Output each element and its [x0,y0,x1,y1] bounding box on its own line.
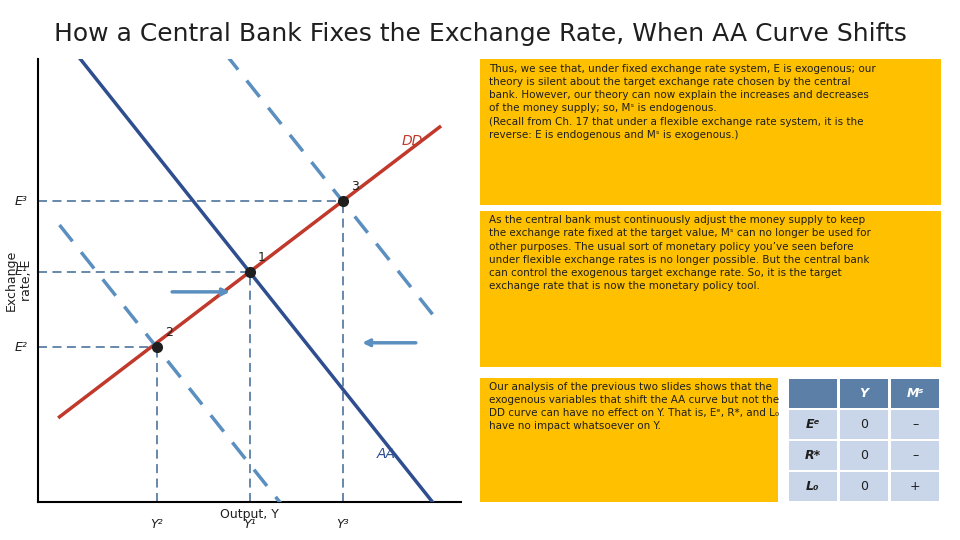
Text: 1: 1 [258,251,266,264]
Text: 3: 3 [351,180,359,193]
Bar [840,379,888,408]
Text: Y²: Y² [151,518,163,531]
Text: –: – [912,449,919,462]
Bar [891,441,939,470]
X-axis label: Output, Y: Output, Y [220,508,279,521]
Text: E³: E³ [15,194,28,207]
Text: As the central bank must continuously adjust the money supply to keep
the exchan: As the central bank must continuously ad… [490,215,871,291]
Text: How a Central Bank Fixes the Exchange Rate, When AA Curve Shifts: How a Central Bank Fixes the Exchange Ra… [54,22,906,45]
Bar [891,379,939,408]
Text: R*: R* [804,449,821,462]
Text: Y¹: Y¹ [243,518,256,531]
Bar [840,410,888,439]
Text: Mˢ: Mˢ [906,387,924,400]
Text: 0: 0 [860,418,868,431]
Bar [840,472,888,501]
Y-axis label: Exchange
rate, E: Exchange rate, E [5,250,33,312]
Text: DD: DD [401,134,423,148]
Bar [891,472,939,501]
Text: Thus, we see that, under fixed exchange rate system, E is exogenous; our
theory : Thus, we see that, under fixed exchange … [490,64,876,140]
Text: 2: 2 [165,326,173,339]
Bar [789,379,837,408]
Text: Eᵉ: Eᵉ [805,418,820,431]
Text: Y³: Y³ [336,518,348,531]
Text: Y: Y [859,387,869,400]
Bar [891,410,939,439]
Bar [789,410,837,439]
Bar [789,472,837,501]
Text: E¹: E¹ [15,266,28,279]
Bar [840,441,888,470]
Text: AA: AA [376,447,396,461]
Text: L₀: L₀ [806,480,820,493]
Text: E²: E² [15,341,28,354]
Text: –: – [912,418,919,431]
Text: Our analysis of the previous two slides shows that the
exogenous variables that : Our analysis of the previous two slides … [489,382,780,431]
Text: 0: 0 [860,449,868,462]
Text: +: + [910,480,921,493]
Text: 0: 0 [860,480,868,493]
Bar [789,441,837,470]
